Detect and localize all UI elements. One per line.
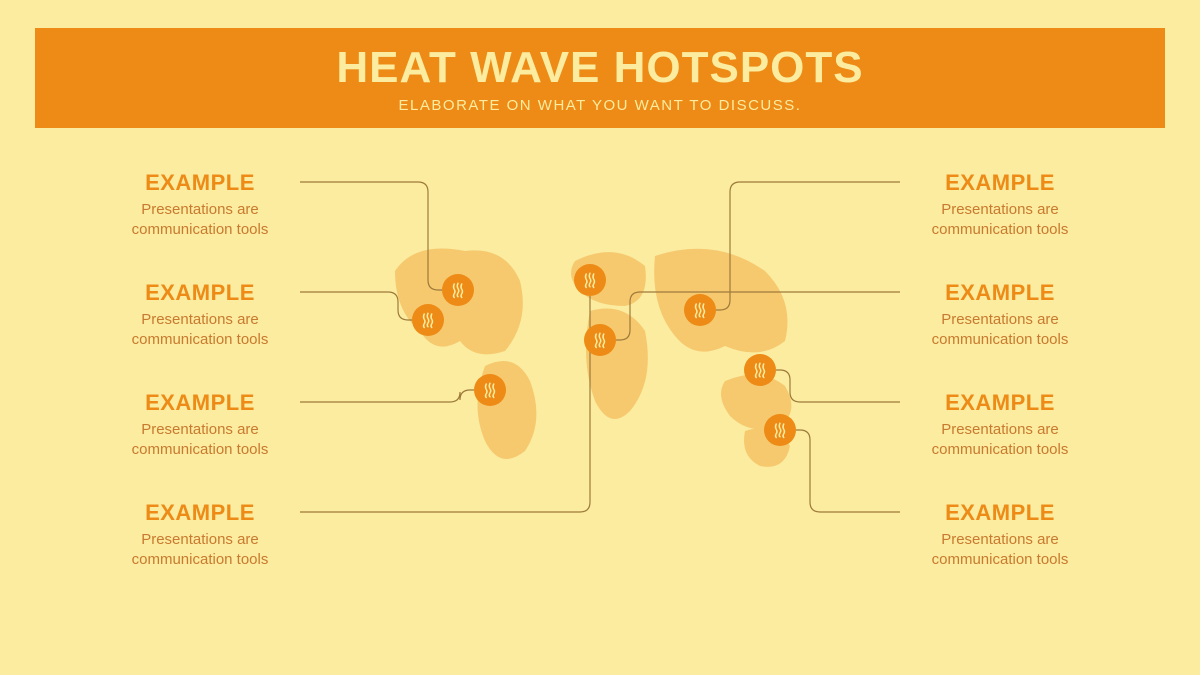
heat-hotspot-icon	[584, 324, 616, 356]
hotspot-label-title: EXAMPLE	[900, 280, 1100, 306]
hotspot-label-desc: Presentations are communication tools	[100, 200, 300, 241]
heat-hotspot-icon	[764, 414, 796, 446]
hotspot-label-title: EXAMPLE	[100, 280, 300, 306]
hotspot-label-desc: Presentations are communication tools	[900, 310, 1100, 351]
hotspot-label-desc: Presentations are communication tools	[100, 420, 300, 461]
hotspot-label-title: EXAMPLE	[100, 500, 300, 526]
hotspot-label-desc: Presentations are communication tools	[900, 200, 1100, 241]
heat-hotspot-icon	[442, 274, 474, 306]
hotspot-label: EXAMPLE Presentations are communication t…	[900, 500, 1100, 571]
hotspot-label-title: EXAMPLE	[100, 170, 300, 196]
hotspot-label-desc: Presentations are communication tools	[100, 310, 300, 351]
hotspot-label-title: EXAMPLE	[900, 170, 1100, 196]
hotspot-label: EXAMPLE Presentations are communication t…	[900, 390, 1100, 461]
hotspot-label-desc: Presentations are communication tools	[900, 420, 1100, 461]
page-subtitle: ELABORATE ON WHAT YOU WANT TO DISCUSS.	[399, 97, 802, 114]
hotspot-label: EXAMPLE Presentations are communication t…	[100, 390, 300, 461]
header-banner: HEAT WAVE HOTSPOTS ELABORATE ON WHAT YOU…	[35, 28, 1165, 128]
hotspot-label: EXAMPLE Presentations are communication t…	[900, 280, 1100, 351]
hotspot-label-desc: Presentations are communication tools	[900, 530, 1100, 571]
hotspot-label-desc: Presentations are communication tools	[100, 530, 300, 571]
hotspot-label-title: EXAMPLE	[900, 390, 1100, 416]
hotspot-label: EXAMPLE Presentations are communication t…	[900, 170, 1100, 241]
hotspot-label-title: EXAMPLE	[100, 390, 300, 416]
hotspot-label-title: EXAMPLE	[900, 500, 1100, 526]
hotspot-label: EXAMPLE Presentations are communication t…	[100, 280, 300, 351]
heat-hotspot-icon	[474, 374, 506, 406]
hotspot-label: EXAMPLE Presentations are communication t…	[100, 500, 300, 571]
hotspot-label: EXAMPLE Presentations are communication t…	[100, 170, 300, 241]
heat-hotspot-icon	[684, 294, 716, 326]
heat-hotspot-icon	[744, 354, 776, 386]
page-title: HEAT WAVE HOTSPOTS	[336, 43, 863, 93]
heat-hotspot-icon	[412, 304, 444, 336]
heat-hotspot-icon	[574, 264, 606, 296]
